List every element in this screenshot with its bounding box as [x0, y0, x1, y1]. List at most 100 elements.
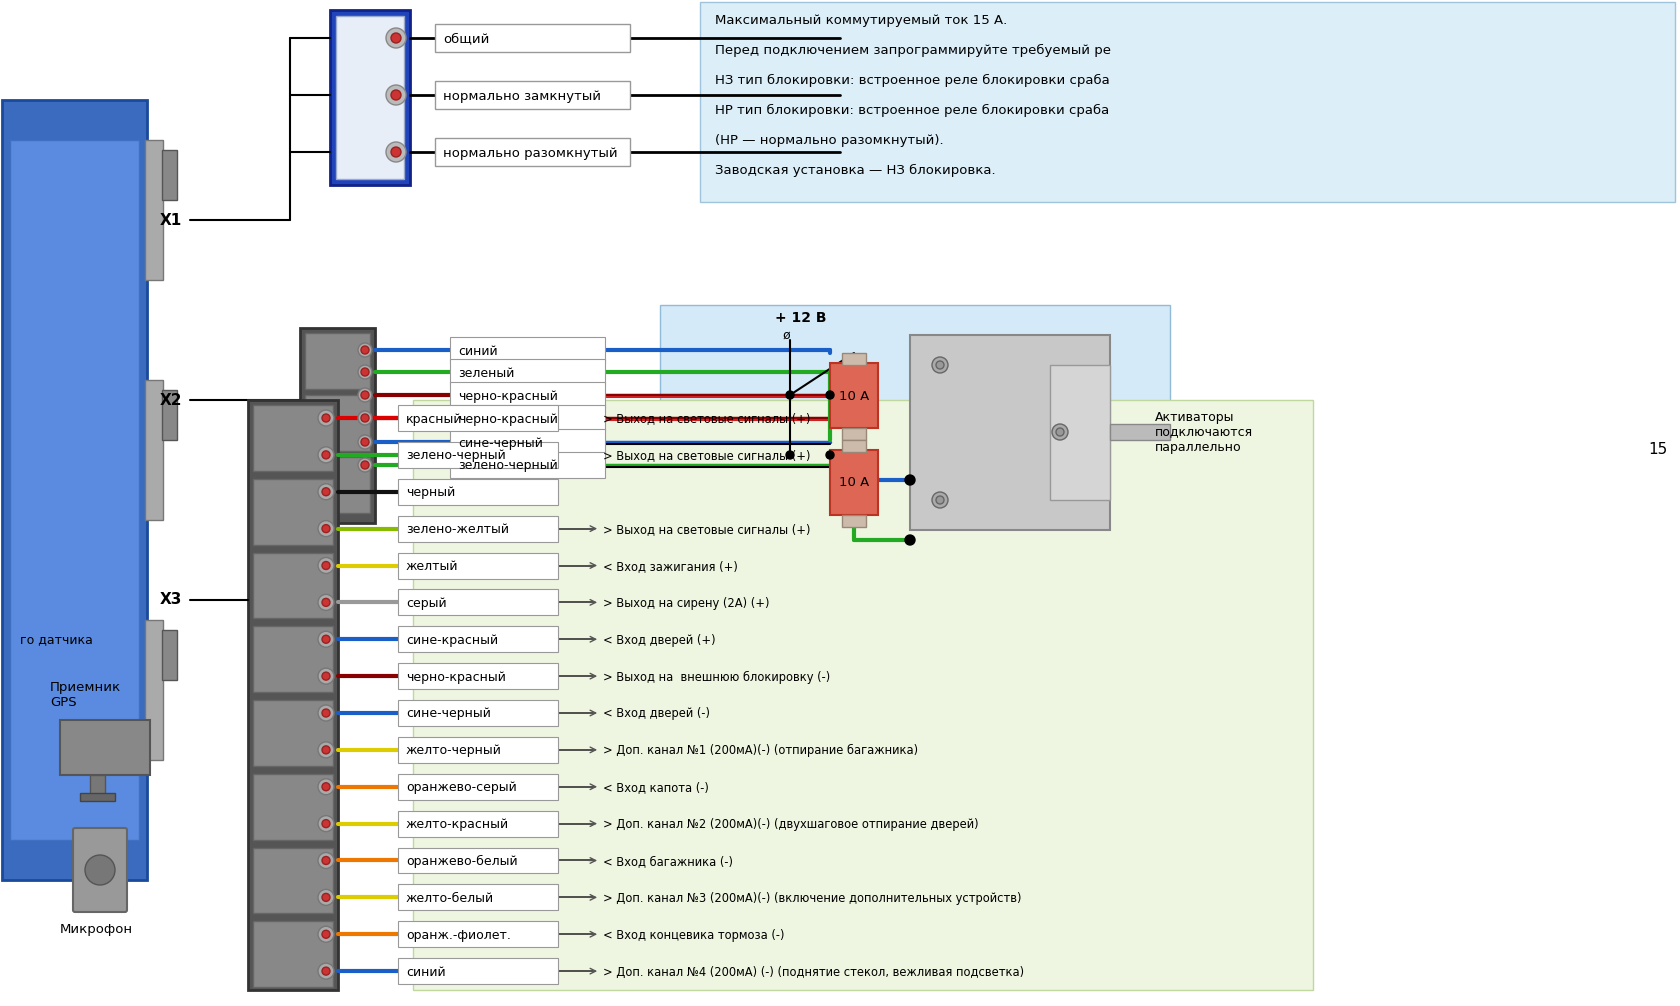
Text: ø: ø: [783, 329, 790, 341]
FancyBboxPatch shape: [161, 390, 176, 440]
Text: Микрофон: Микрофон: [60, 924, 133, 937]
Circle shape: [361, 368, 370, 376]
FancyBboxPatch shape: [254, 479, 333, 544]
FancyBboxPatch shape: [254, 774, 333, 839]
Text: > Доп. канал №4 (200мА) (-) (поднятие стекол, вежливая подсветка): > Доп. канал №4 (200мА) (-) (поднятие ст…: [603, 966, 1023, 979]
Text: X1: X1: [160, 212, 181, 227]
FancyBboxPatch shape: [398, 884, 558, 910]
Text: > Выход на световые сигналы (+): > Выход на световые сигналы (+): [603, 450, 810, 463]
Circle shape: [386, 142, 407, 162]
FancyBboxPatch shape: [398, 700, 558, 726]
Circle shape: [318, 816, 334, 832]
Text: красный: красный: [407, 412, 462, 426]
Circle shape: [323, 967, 329, 975]
Text: зелено-черный: зелено-черный: [407, 450, 506, 463]
FancyBboxPatch shape: [398, 774, 558, 800]
FancyBboxPatch shape: [435, 81, 630, 109]
Circle shape: [391, 33, 402, 43]
Circle shape: [1055, 428, 1063, 436]
FancyBboxPatch shape: [398, 590, 558, 616]
Circle shape: [323, 414, 329, 422]
Circle shape: [391, 90, 402, 100]
Circle shape: [358, 388, 371, 402]
FancyBboxPatch shape: [72, 828, 128, 912]
FancyBboxPatch shape: [413, 400, 1312, 990]
FancyBboxPatch shape: [699, 2, 1673, 202]
FancyBboxPatch shape: [144, 620, 163, 760]
Text: Приемник
GPS: Приемник GPS: [50, 681, 121, 709]
FancyBboxPatch shape: [81, 793, 114, 801]
FancyBboxPatch shape: [842, 428, 865, 440]
FancyBboxPatch shape: [398, 405, 558, 431]
Circle shape: [361, 461, 370, 469]
FancyBboxPatch shape: [450, 382, 605, 408]
FancyBboxPatch shape: [398, 663, 558, 689]
Circle shape: [323, 488, 329, 496]
FancyBboxPatch shape: [10, 140, 139, 840]
Circle shape: [318, 557, 334, 573]
Text: < Вход дверей (+): < Вход дверей (+): [603, 634, 716, 647]
Circle shape: [318, 741, 334, 758]
Circle shape: [904, 535, 914, 545]
FancyBboxPatch shape: [660, 305, 1169, 535]
FancyBboxPatch shape: [329, 10, 410, 185]
FancyBboxPatch shape: [304, 457, 370, 513]
Circle shape: [786, 391, 793, 399]
FancyBboxPatch shape: [450, 452, 605, 478]
Circle shape: [318, 410, 334, 426]
Text: < Вход багажника (-): < Вход багажника (-): [603, 855, 732, 868]
FancyBboxPatch shape: [60, 720, 150, 775]
Text: желтый: желтый: [407, 560, 459, 573]
Circle shape: [318, 631, 334, 647]
Circle shape: [323, 931, 329, 939]
Text: > Доп. канал №1 (200мА)(-) (отпирание багажника): > Доп. канал №1 (200мА)(-) (отпирание ба…: [603, 744, 917, 758]
Circle shape: [358, 458, 371, 472]
Circle shape: [323, 561, 329, 569]
Text: Активаторы
подключаются
параллельно: Активаторы подключаются параллельно: [1154, 410, 1252, 454]
FancyBboxPatch shape: [161, 150, 176, 200]
Text: 10 А: 10 А: [838, 389, 869, 402]
FancyBboxPatch shape: [336, 16, 403, 179]
FancyBboxPatch shape: [398, 811, 558, 837]
FancyBboxPatch shape: [830, 450, 877, 515]
Text: зелено-черный: зелено-черный: [457, 460, 558, 473]
FancyBboxPatch shape: [842, 353, 865, 365]
Circle shape: [323, 856, 329, 864]
Text: НР тип блокировки: встроенное реле блокировки сраба: НР тип блокировки: встроенное реле блоки…: [714, 104, 1109, 117]
Circle shape: [361, 414, 370, 422]
Text: желто-красный: желто-красный: [407, 818, 509, 831]
Text: X3: X3: [160, 593, 181, 608]
FancyBboxPatch shape: [450, 429, 605, 455]
Text: Заводская установка — НЗ блокировка.: Заводская установка — НЗ блокировка.: [714, 163, 995, 176]
Circle shape: [318, 852, 334, 868]
Text: < Вход капота (-): < Вход капота (-): [603, 782, 709, 795]
FancyBboxPatch shape: [1050, 365, 1109, 500]
FancyBboxPatch shape: [91, 775, 104, 795]
Text: Перед подключением запрограммируйте требуемый ре: Перед подключением запрограммируйте треб…: [714, 43, 1110, 56]
FancyBboxPatch shape: [398, 516, 558, 541]
Text: < Вход зажигания (+): < Вход зажигания (+): [603, 560, 738, 573]
Text: нормально разомкнутый: нормально разомкнутый: [444, 147, 617, 160]
FancyBboxPatch shape: [842, 515, 865, 527]
Circle shape: [323, 709, 329, 717]
Text: зелено-желтый: зелено-желтый: [407, 523, 509, 536]
FancyBboxPatch shape: [435, 138, 630, 166]
FancyBboxPatch shape: [254, 552, 333, 619]
Circle shape: [86, 855, 114, 885]
Circle shape: [323, 745, 329, 753]
FancyBboxPatch shape: [254, 627, 333, 692]
Text: синий: синий: [407, 966, 445, 979]
FancyBboxPatch shape: [304, 395, 370, 451]
Text: зеленый: зеленый: [457, 366, 514, 379]
Circle shape: [931, 492, 948, 508]
FancyBboxPatch shape: [909, 335, 1109, 530]
Circle shape: [318, 595, 334, 611]
Circle shape: [358, 343, 371, 357]
Circle shape: [318, 927, 334, 943]
Text: > Выход на  внешнюю блокировку (-): > Выход на внешнюю блокировку (-): [603, 671, 830, 684]
FancyBboxPatch shape: [398, 552, 558, 578]
Text: < Вход концевика тормоза (-): < Вход концевика тормоза (-): [603, 929, 785, 942]
Text: сине-черный: сине-черный: [407, 707, 491, 720]
Text: го датчика: го датчика: [20, 634, 92, 647]
FancyBboxPatch shape: [254, 405, 333, 471]
